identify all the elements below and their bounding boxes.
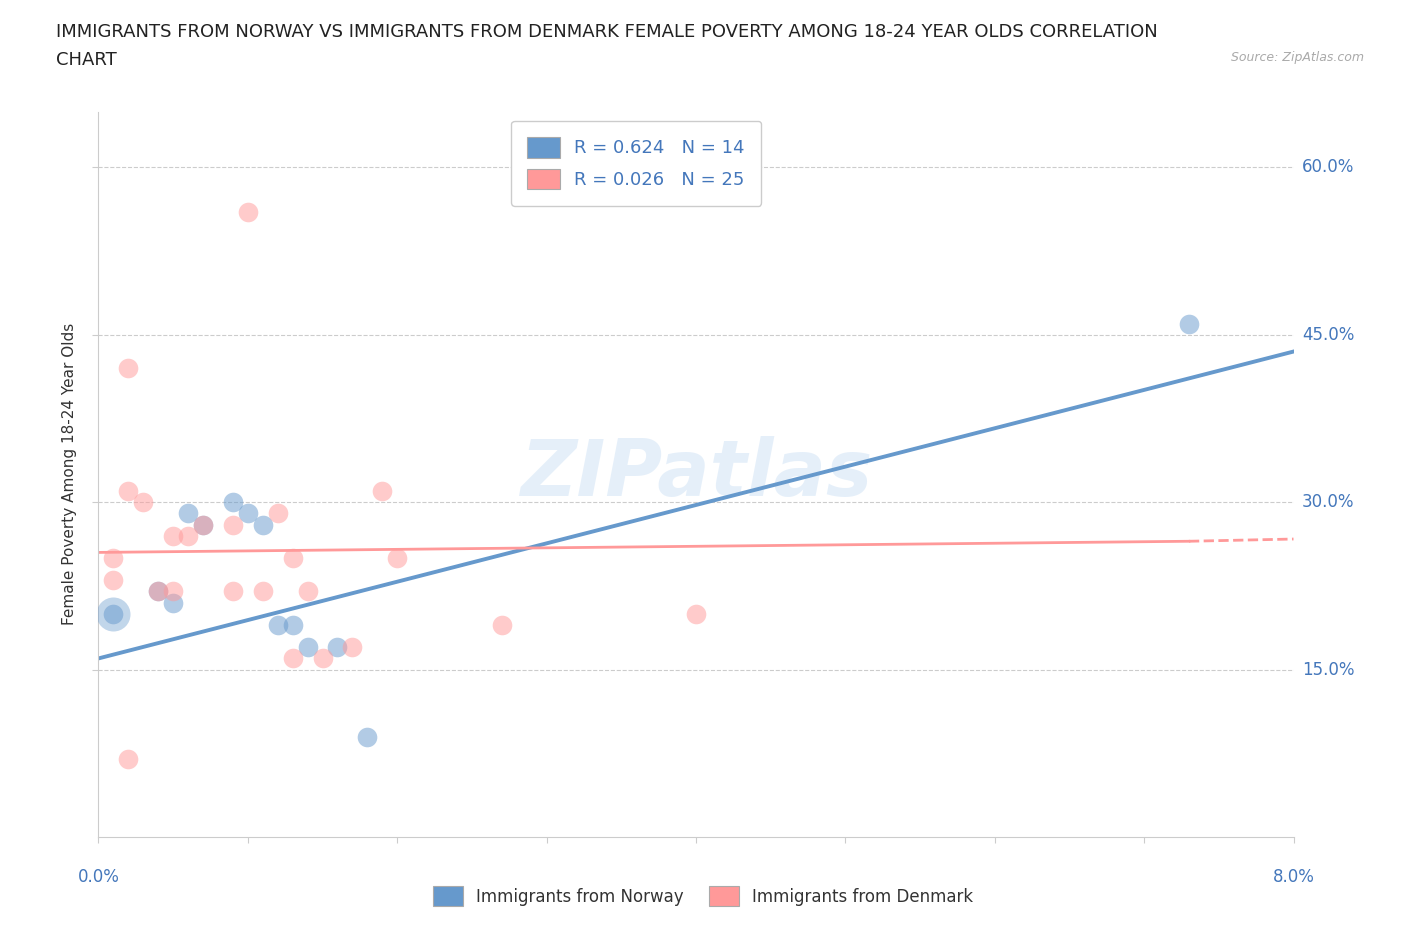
- Point: [103, 551, 125, 565]
- Point: [685, 606, 707, 621]
- Point: [281, 551, 304, 565]
- Text: ZIPatlas: ZIPatlas: [520, 436, 872, 512]
- Point: [103, 606, 125, 621]
- Point: [267, 506, 290, 521]
- Point: [191, 517, 214, 532]
- Point: [148, 584, 170, 599]
- Point: [252, 517, 274, 532]
- Point: [148, 584, 170, 599]
- Point: [326, 640, 349, 655]
- Point: [117, 751, 139, 766]
- Point: [297, 640, 319, 655]
- Point: [222, 495, 245, 510]
- Text: 0.0%: 0.0%: [77, 868, 120, 885]
- Text: 30.0%: 30.0%: [1302, 493, 1354, 512]
- Point: [222, 584, 245, 599]
- Point: [342, 640, 364, 655]
- Text: 60.0%: 60.0%: [1302, 158, 1354, 177]
- Text: 45.0%: 45.0%: [1302, 326, 1354, 344]
- Text: 15.0%: 15.0%: [1302, 660, 1354, 679]
- Legend: Immigrants from Norway, Immigrants from Denmark: Immigrants from Norway, Immigrants from …: [426, 880, 980, 912]
- Point: [191, 517, 214, 532]
- Point: [162, 584, 184, 599]
- Point: [356, 729, 378, 744]
- Text: Source: ZipAtlas.com: Source: ZipAtlas.com: [1230, 51, 1364, 64]
- Text: 8.0%: 8.0%: [1272, 868, 1315, 885]
- Legend: R = 0.624   N = 14, R = 0.026   N = 25: R = 0.624 N = 14, R = 0.026 N = 25: [512, 121, 761, 206]
- Point: [117, 484, 139, 498]
- Point: [177, 506, 200, 521]
- Y-axis label: Female Poverty Among 18-24 Year Olds: Female Poverty Among 18-24 Year Olds: [62, 324, 77, 626]
- Point: [162, 528, 184, 543]
- Point: [491, 618, 513, 632]
- Point: [1178, 316, 1201, 331]
- Point: [267, 618, 290, 632]
- Point: [297, 584, 319, 599]
- Point: [371, 484, 394, 498]
- Point: [252, 584, 274, 599]
- Point: [236, 506, 259, 521]
- Point: [281, 651, 304, 666]
- Point: [222, 517, 245, 532]
- Point: [103, 606, 125, 621]
- Point: [162, 595, 184, 610]
- Point: [281, 618, 304, 632]
- Point: [132, 495, 155, 510]
- Text: IMMIGRANTS FROM NORWAY VS IMMIGRANTS FROM DENMARK FEMALE POVERTY AMONG 18-24 YEA: IMMIGRANTS FROM NORWAY VS IMMIGRANTS FRO…: [56, 23, 1159, 41]
- Point: [177, 528, 200, 543]
- Point: [236, 205, 259, 219]
- Point: [385, 551, 409, 565]
- Text: CHART: CHART: [56, 51, 117, 69]
- Point: [311, 651, 333, 666]
- Point: [117, 361, 139, 376]
- Point: [103, 573, 125, 588]
